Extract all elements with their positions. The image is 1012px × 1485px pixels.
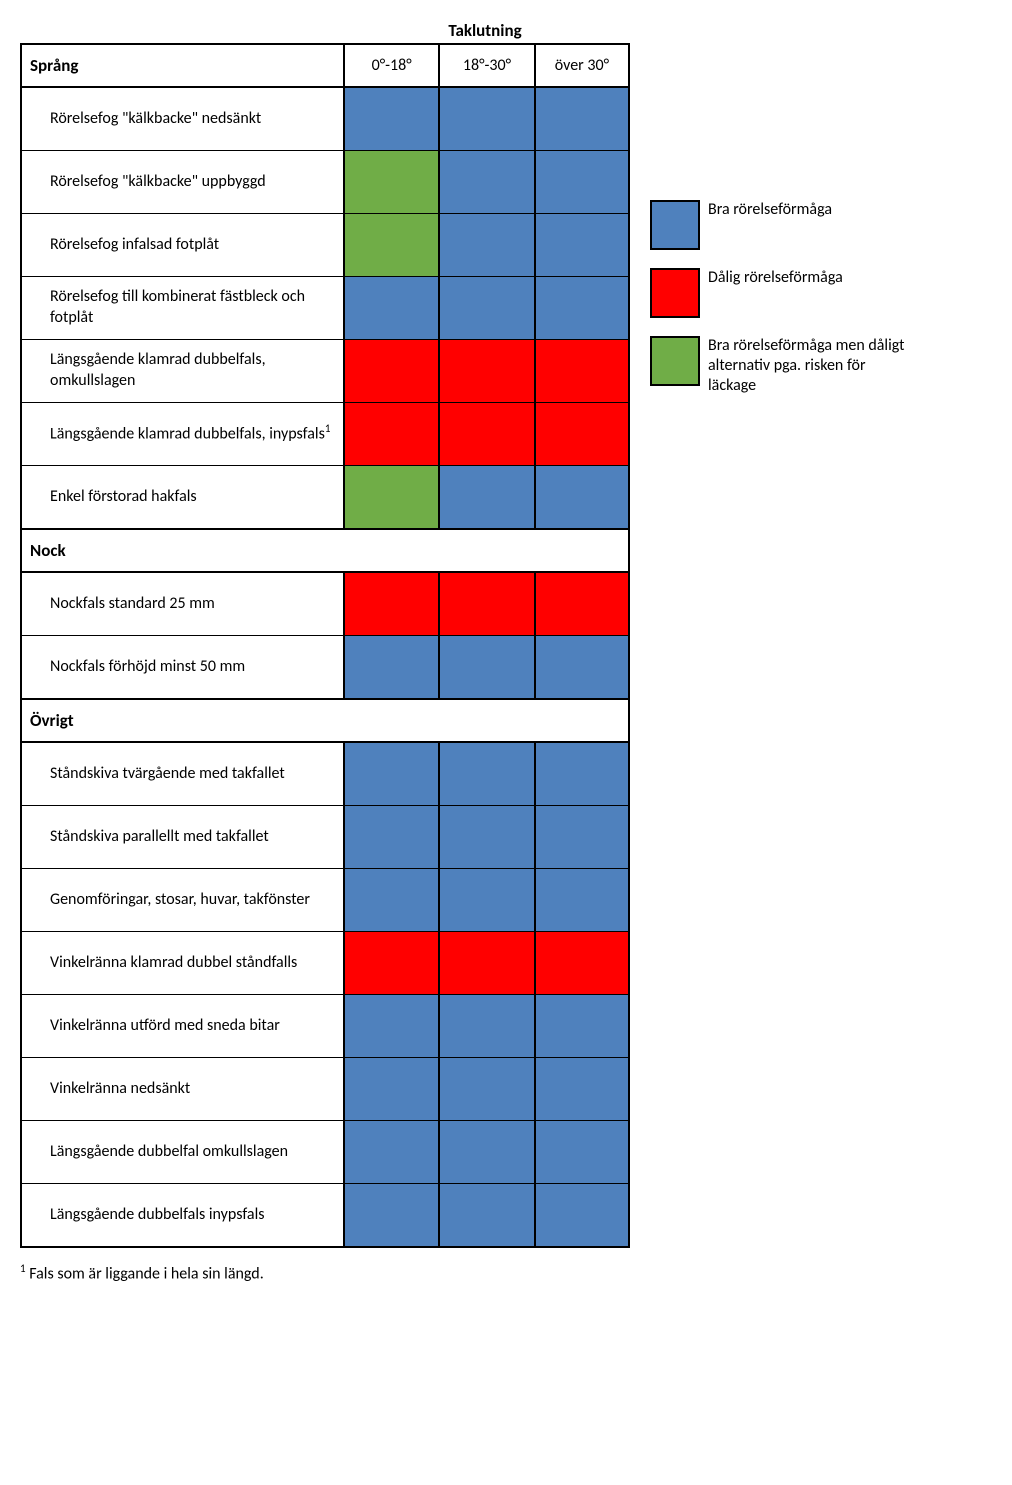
color-cell (439, 1058, 535, 1121)
row-label: Vinkelränna nedsänkt (21, 1058, 344, 1121)
row-label: Längsgående dubbelfal omkullslagen (21, 1121, 344, 1184)
color-cell (439, 87, 535, 151)
row-label-sup: 1 (325, 422, 331, 435)
row-label: Ståndskiva tvärgående med takfallet (21, 742, 344, 806)
color-cell (535, 466, 629, 530)
column-header: över 30° (535, 44, 629, 87)
row-label: Längsgående dubbelfals inypsfals (21, 1184, 344, 1248)
row-label: Längsgående klamrad dubbelfals, omkullsl… (21, 340, 344, 403)
color-cell (344, 151, 439, 214)
legend-row: Dålig rörelseförmåga (650, 268, 910, 318)
color-cell (439, 932, 535, 995)
row-label: Enkel förstorad hakfals (21, 466, 344, 530)
color-cell (344, 806, 439, 869)
color-cell (344, 869, 439, 932)
row-label: Rörelsefog till kombinerat fästbleck och… (21, 277, 344, 340)
row-label: Ståndskiva parallellt med takfallet (21, 806, 344, 869)
color-cell (535, 151, 629, 214)
color-cell (344, 1184, 439, 1248)
color-cell (439, 1121, 535, 1184)
color-cell (535, 1058, 629, 1121)
row-label: Längsgående klamrad dubbelfals, inypsfal… (21, 403, 344, 466)
color-cell (344, 932, 439, 995)
legend-swatch (650, 200, 700, 250)
color-cell (439, 995, 535, 1058)
color-cell (535, 636, 629, 700)
legend: Bra rörelseförmåga Dålig rörelseförmåga Br… (650, 200, 910, 414)
color-cell (439, 806, 535, 869)
color-cell (344, 87, 439, 151)
legend-swatch (650, 268, 700, 318)
legend-row: Bra rörelseförmåga (650, 200, 910, 250)
section-header: Språng (21, 44, 344, 87)
color-cell (535, 340, 629, 403)
color-cell (439, 340, 535, 403)
row-label: Rörelsefog "kälkbacke" uppbyggd (21, 151, 344, 214)
column-header: 0°-18° (344, 44, 439, 87)
color-cell (344, 277, 439, 340)
color-cell (439, 151, 535, 214)
row-label: Genomföringar, stosar, huvar, takfönster (21, 869, 344, 932)
color-cell (439, 572, 535, 636)
color-cell (439, 636, 535, 700)
legend-label: Bra rörelseförmåga (708, 200, 832, 220)
row-label: Rörelsefog infalsad fotplåt (21, 214, 344, 277)
section-header: Nock (21, 529, 629, 572)
legend-label: Bra rörelseförmåga men dåligt alternativ… (708, 336, 910, 396)
column-header: 18°-30° (439, 44, 535, 87)
color-cell (439, 214, 535, 277)
color-cell (344, 742, 439, 806)
legend-label: Dålig rörelseförmåga (708, 268, 843, 288)
color-cell (535, 932, 629, 995)
color-cell (344, 636, 439, 700)
color-cell (344, 1121, 439, 1184)
color-cell (535, 806, 629, 869)
color-cell (535, 869, 629, 932)
color-cell (439, 869, 535, 932)
section-header: Övrigt (21, 699, 629, 742)
table-title: Taklutning (340, 20, 630, 41)
row-label: Rörelsefog "kälkbacke" nedsänkt (21, 87, 344, 151)
color-cell (535, 87, 629, 151)
color-cell (344, 466, 439, 530)
color-cell (344, 403, 439, 466)
color-cell (344, 214, 439, 277)
color-cell (535, 742, 629, 806)
color-cell (535, 1121, 629, 1184)
color-cell (535, 403, 629, 466)
color-cell (535, 572, 629, 636)
color-cell (344, 572, 439, 636)
row-label: Nockfals förhöjd minst 50 mm (21, 636, 344, 700)
legend-swatch (650, 336, 700, 386)
color-cell (439, 742, 535, 806)
legend-row: Bra rörelseförmåga men dåligt alternativ… (650, 336, 910, 396)
color-cell (344, 340, 439, 403)
row-label: Vinkelränna utförd med sneda bitar (21, 995, 344, 1058)
color-cell (535, 1184, 629, 1248)
color-cell (439, 277, 535, 340)
main-table: Språng0°-18°18°-30°över 30° Rörelsefog "k… (20, 43, 630, 1248)
color-cell (439, 403, 535, 466)
color-cell (439, 466, 535, 530)
color-cell (439, 1184, 535, 1248)
footnote-text: Fals som är liggande i hela sin längd. (26, 1264, 264, 1283)
row-label: Nockfals standard 25 mm (21, 572, 344, 636)
footnote: 1 Fals som är liggande i hela sin längd. (20, 1262, 630, 1283)
row-label: Vinkelränna klamrad dubbel ståndfalls (21, 932, 344, 995)
color-cell (535, 277, 629, 340)
color-cell (344, 1058, 439, 1121)
color-cell (535, 995, 629, 1058)
color-cell (344, 995, 439, 1058)
color-cell (535, 214, 629, 277)
